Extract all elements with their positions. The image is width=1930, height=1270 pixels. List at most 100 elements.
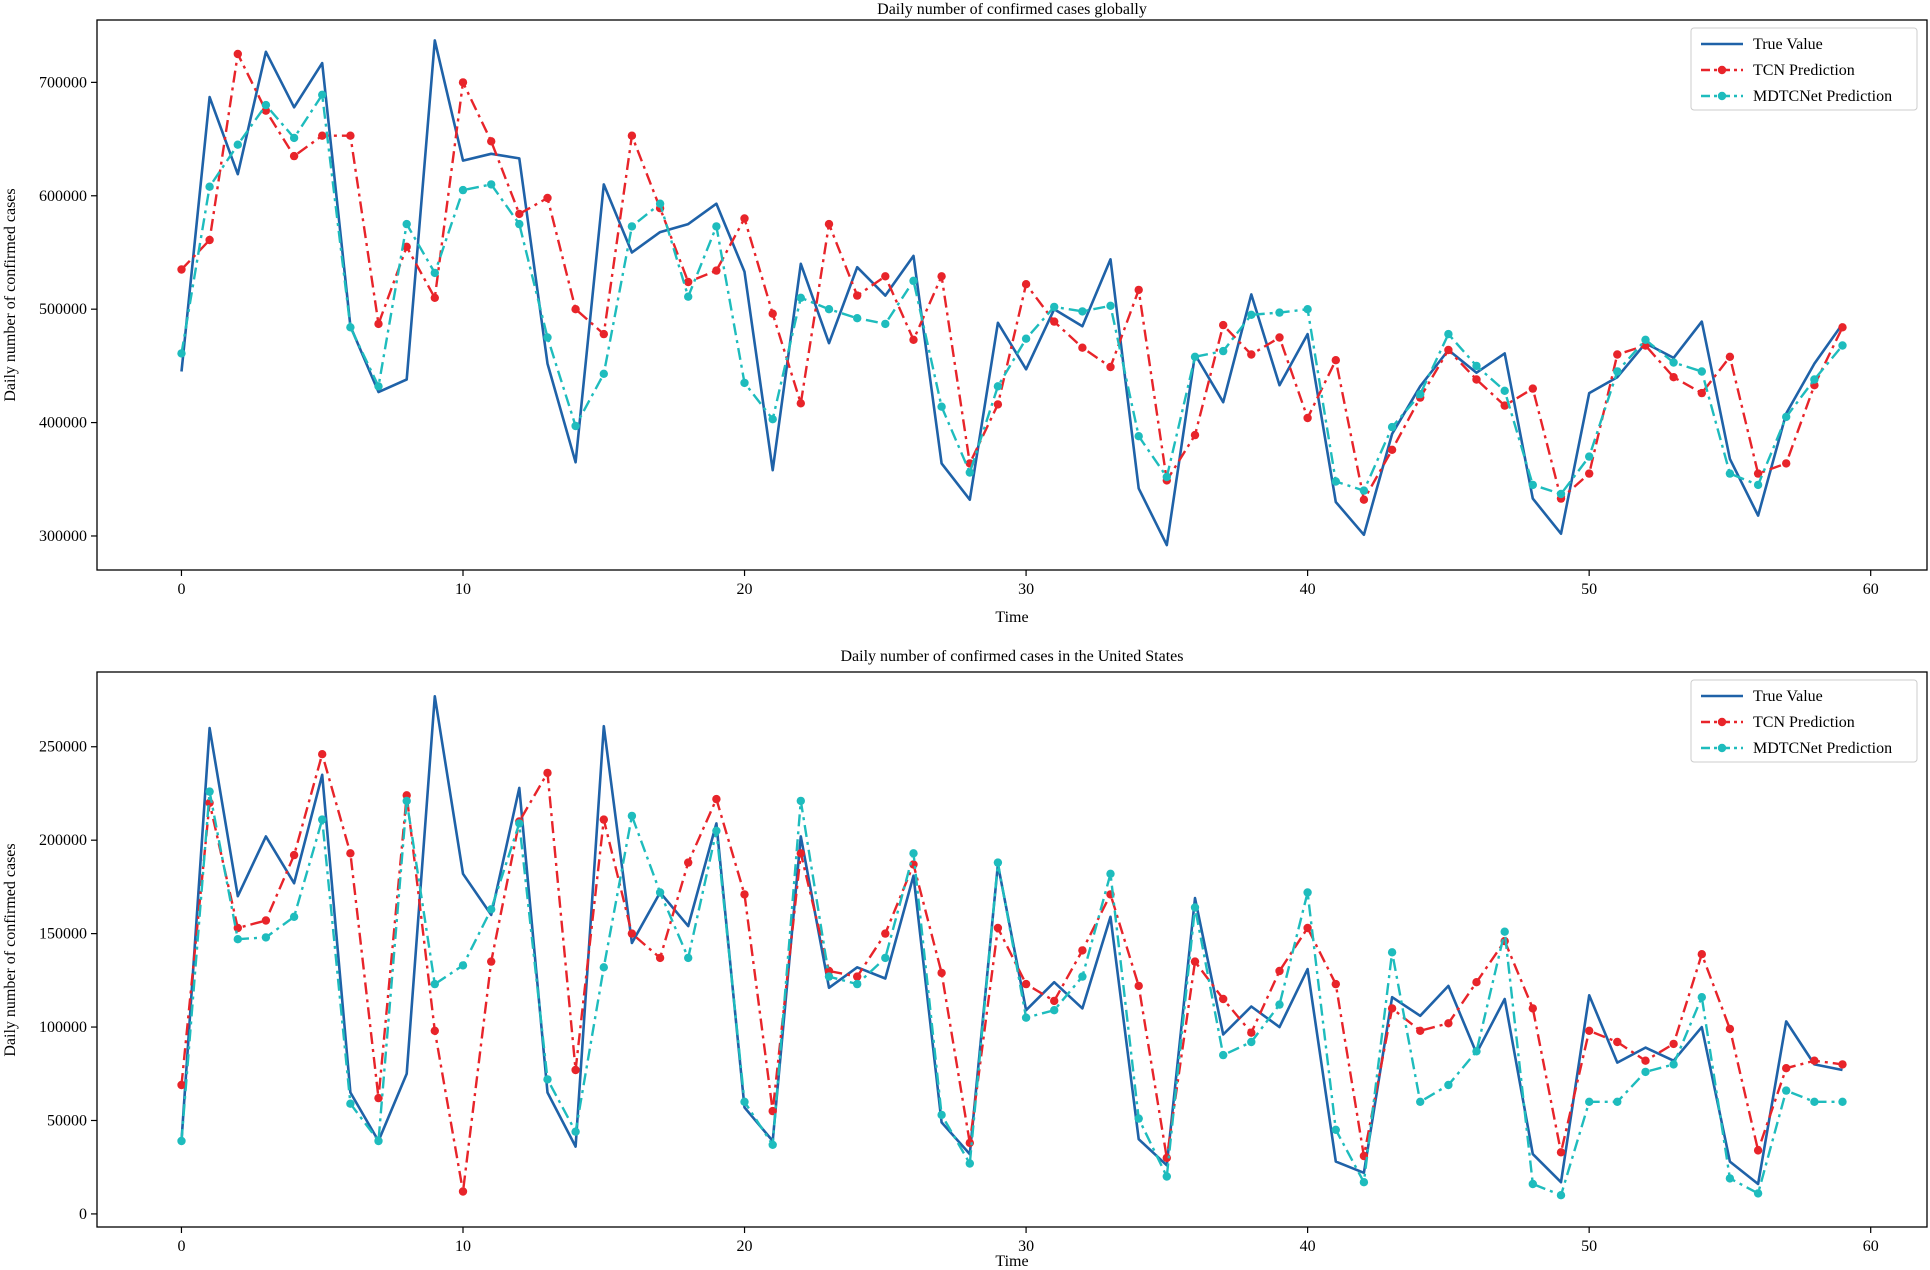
data-point [1613, 367, 1622, 376]
legend: True Value TCN Prediction MDTCNet Predicti… [1690, 27, 1918, 111]
data-point [1359, 1178, 1369, 1187]
data-point [1641, 1056, 1650, 1065]
data-point [1697, 993, 1707, 1002]
data-point [881, 953, 890, 963]
y-axis-label: Daily number of confirmed cases [2, 843, 19, 1056]
data-point [1219, 994, 1228, 1004]
data-point [1331, 1125, 1341, 1135]
data-point [374, 319, 383, 329]
data-point [993, 382, 1003, 391]
data-point [909, 849, 918, 858]
data-point [1613, 1097, 1622, 1107]
data-point [1444, 1080, 1453, 1090]
data-point [289, 912, 299, 921]
legend-label: True Value [1753, 36, 1823, 53]
data-point [261, 916, 271, 925]
legend-label: TCN Prediction [1753, 62, 1855, 79]
data-point [1331, 477, 1341, 486]
plot-frame [96, 19, 1928, 571]
data-point [402, 242, 411, 251]
data-point [430, 268, 439, 278]
legend-frame [1690, 679, 1918, 763]
data-point [1669, 1039, 1678, 1049]
data-point [1472, 361, 1481, 371]
data-point [1528, 384, 1538, 393]
series-line-tcn-prediction [180, 52, 1844, 501]
data-point [233, 923, 242, 933]
data-point [487, 137, 496, 146]
y-tick-label: 600000 [39, 188, 87, 205]
data-point [1275, 333, 1284, 342]
data-point [346, 849, 355, 858]
data-point [1219, 1050, 1228, 1060]
x-tick-label: 40 [1300, 1238, 1316, 1255]
chart-title: Daily number of confirmed cases in the U… [840, 648, 1183, 665]
data-point [1725, 352, 1735, 361]
data-point [993, 858, 1003, 867]
y-tick-label: 700000 [39, 74, 87, 91]
data-point [1303, 413, 1312, 423]
data-point [627, 929, 637, 938]
x-tick-label: 60 [1863, 1238, 1879, 1255]
data-point [1556, 1191, 1566, 1200]
y-tick-label: 0 [79, 1206, 87, 1223]
data-point [993, 400, 1003, 409]
data-point [1613, 350, 1622, 359]
data-point [937, 1110, 946, 1120]
legend-frame [1690, 27, 1918, 111]
data-point [712, 266, 721, 275]
data-point [1838, 1060, 1847, 1069]
data-point [346, 323, 355, 332]
chart-global: Daily number of confirmed cases globally… [2, 1, 1928, 626]
data-point [1275, 966, 1284, 976]
data-point [1219, 346, 1228, 356]
x-tick-label: 0 [177, 581, 185, 598]
data-point [768, 415, 777, 424]
data-point [1078, 307, 1087, 316]
data-point [458, 1187, 468, 1196]
data-point [1528, 1004, 1538, 1013]
data-point [233, 49, 242, 59]
data-point [881, 319, 890, 329]
data-point [1669, 1060, 1678, 1069]
data-point [177, 1136, 186, 1146]
x-tick-label: 60 [1863, 581, 1879, 598]
data-point [1472, 1047, 1481, 1056]
data-point [684, 277, 693, 287]
chart-title: Daily number of confirmed cases globally [877, 1, 1147, 18]
data-point [458, 961, 468, 970]
y-axis-label: Daily number of confirmed cases [2, 188, 19, 401]
data-point [1472, 375, 1481, 384]
data-point [1782, 459, 1791, 468]
plot-area [177, 694, 1847, 1200]
data-point [346, 131, 355, 140]
data-point [1331, 356, 1341, 365]
legend-label: MDTCNet Prediction [1753, 88, 1892, 105]
data-point [1500, 927, 1509, 936]
data-point [1021, 280, 1031, 289]
y-tick-label: 100000 [39, 1019, 87, 1036]
data-point [515, 219, 524, 229]
data-point [1697, 950, 1707, 959]
data-point [824, 972, 834, 981]
data-point [655, 953, 665, 963]
data-point [1106, 301, 1115, 310]
legend-marker [1717, 717, 1727, 727]
data-point [487, 905, 496, 914]
data-point [1387, 948, 1397, 957]
data-point [374, 1136, 383, 1146]
data-point [289, 133, 299, 143]
data-point [1782, 1064, 1791, 1073]
data-point [1190, 903, 1200, 912]
data-point [571, 1127, 580, 1136]
data-point [627, 222, 637, 231]
data-point [965, 1159, 974, 1168]
plot-frame [96, 671, 1928, 1228]
chart-us: Daily number of confirmed cases in the U… [2, 648, 1928, 1270]
data-point [177, 349, 186, 358]
data-point [1782, 412, 1791, 422]
data-point [1247, 310, 1256, 319]
x-tick-label: 30 [1018, 1238, 1034, 1255]
series-line-mdtcnet-prediction [180, 790, 1843, 1197]
data-point [1528, 1179, 1538, 1189]
